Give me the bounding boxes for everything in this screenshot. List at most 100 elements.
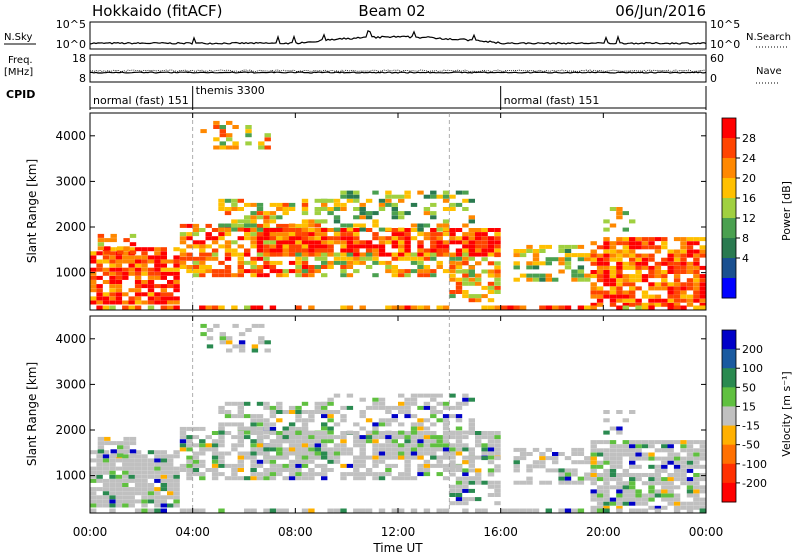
velocity-cell	[449, 447, 456, 452]
power-cell	[295, 269, 302, 274]
velocity-cell	[391, 476, 398, 481]
power-cell	[231, 248, 238, 253]
velocity-cell	[661, 481, 668, 486]
power-cell	[192, 260, 200, 265]
power-cell	[295, 223, 302, 228]
power-cell	[564, 253, 572, 258]
power-cell	[590, 290, 597, 295]
power-cell	[378, 248, 386, 253]
power-colorbar-tick-label: 24	[742, 152, 756, 165]
power-cell	[218, 269, 225, 274]
velocity-cell	[462, 497, 469, 502]
power-cell	[340, 223, 347, 228]
power-cell	[609, 249, 617, 254]
power-cell	[115, 292, 123, 297]
power-cell	[449, 232, 456, 237]
freq-tick-bottom: 8	[79, 72, 86, 85]
power-cell	[231, 305, 238, 310]
power-cell	[462, 207, 469, 211]
power-cell	[308, 219, 315, 224]
power-colorbar-swatch	[722, 178, 736, 199]
velocity-cell	[462, 472, 469, 477]
velocity-cell	[250, 414, 257, 419]
power-cell	[205, 236, 212, 241]
velocity-cell	[539, 460, 546, 465]
power-cell	[359, 207, 366, 211]
power-cell	[609, 223, 617, 228]
velocity-cell	[167, 458, 174, 463]
power-cell	[288, 244, 296, 249]
power-cell	[398, 269, 405, 274]
velocity-cell	[340, 476, 347, 481]
power-cell	[481, 285, 488, 290]
power-cell	[686, 270, 694, 274]
velocity-cell	[378, 431, 386, 435]
power-cell	[256, 223, 264, 228]
velocity-cell	[481, 451, 488, 456]
power-cell	[673, 253, 681, 258]
velocity-cell	[629, 444, 636, 449]
power-cell	[680, 298, 687, 303]
velocity-cell	[661, 468, 668, 473]
velocity-cell	[462, 397, 469, 402]
power-cell	[462, 277, 469, 282]
velocity-cell	[385, 405, 392, 410]
power-cell	[276, 228, 283, 232]
power-cell	[340, 240, 347, 245]
power-cell	[134, 263, 142, 268]
velocity-cell	[616, 448, 623, 453]
velocity-cell	[680, 448, 687, 453]
power-cell	[263, 219, 270, 224]
velocity-cell	[404, 468, 411, 472]
power-cell	[250, 260, 257, 265]
velocity-cell	[117, 441, 124, 446]
power-cell	[199, 256, 206, 261]
power-cell	[90, 271, 97, 276]
power-cell	[641, 241, 649, 246]
velocity-cell	[333, 410, 341, 414]
power-cell	[673, 257, 681, 262]
velocity-cell	[173, 495, 180, 500]
velocity-cell	[218, 430, 225, 435]
power-cell	[109, 255, 116, 260]
velocity-cell	[186, 476, 193, 481]
power-cell	[263, 211, 270, 216]
power-cell	[237, 252, 244, 257]
velocity-cell	[251, 323, 259, 328]
power-cell	[398, 236, 405, 241]
power-cell	[218, 236, 225, 241]
power-cell	[686, 286, 694, 291]
power-ylabel: Slant Range [km]	[25, 159, 39, 263]
velocity-cell	[123, 449, 130, 454]
velocity-cell	[90, 487, 97, 492]
power-cell	[353, 232, 360, 237]
power-cell	[449, 228, 456, 232]
velocity-cell	[494, 480, 501, 485]
power-cell	[430, 236, 437, 241]
velocity-cell	[436, 401, 443, 406]
velocity-cell	[423, 435, 431, 440]
power-cell	[699, 286, 706, 291]
velocity-cell	[321, 435, 328, 440]
velocity-cell	[269, 463, 277, 468]
power-cell	[494, 269, 501, 274]
velocity-cell	[237, 443, 244, 448]
power-cell	[404, 232, 411, 237]
velocity-colorbar-tick-label: 100	[742, 362, 763, 375]
velocity-cell	[603, 456, 610, 461]
velocity-cell	[654, 505, 662, 510]
velocity-colorbar-tick-label: 200	[742, 343, 763, 356]
velocity-colorbar-tick-label: -100	[742, 458, 767, 471]
velocity-cell	[134, 450, 142, 455]
power-cell	[391, 240, 398, 245]
power-cell	[410, 260, 418, 265]
velocity-cell	[699, 497, 706, 502]
velocity-cell	[673, 468, 681, 473]
velocity-cell	[494, 501, 501, 506]
velocity-cell	[462, 484, 469, 489]
velocity-cell	[186, 443, 193, 448]
power-cell	[693, 249, 700, 254]
power-cell	[391, 211, 398, 216]
velocity-cell	[475, 468, 482, 473]
power-cell	[430, 256, 437, 261]
